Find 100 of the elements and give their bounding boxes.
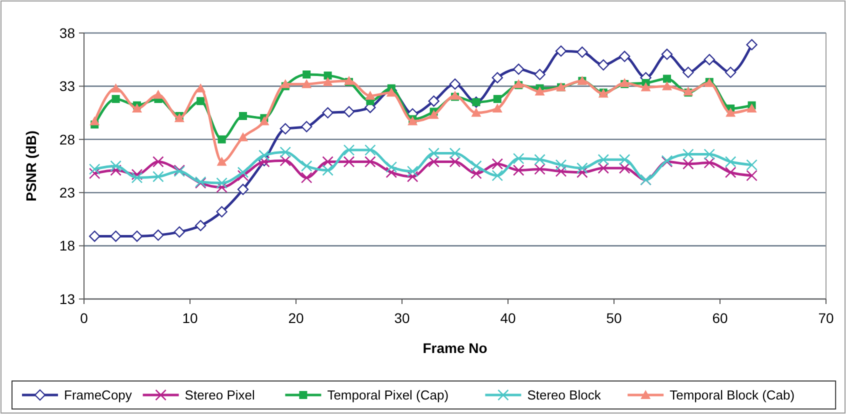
point <box>492 104 502 113</box>
point <box>428 148 440 159</box>
point <box>534 164 546 175</box>
point <box>512 164 524 176</box>
point <box>534 154 546 166</box>
point <box>131 230 143 242</box>
y-tick-label: 38 <box>59 24 76 41</box>
point <box>449 78 461 90</box>
point <box>152 156 164 168</box>
point <box>492 158 504 170</box>
point <box>746 104 757 113</box>
point <box>131 172 143 184</box>
point <box>406 166 418 177</box>
point <box>196 97 205 106</box>
point <box>555 166 567 177</box>
point <box>324 72 332 80</box>
legend-label: Stereo Block <box>527 388 602 403</box>
point <box>218 135 226 144</box>
point <box>280 155 292 166</box>
x-tick-label: 20 <box>288 310 304 326</box>
point <box>300 172 312 184</box>
point <box>364 156 376 168</box>
x-axis-title: Frame No <box>422 340 488 356</box>
point <box>174 226 185 238</box>
point <box>89 230 100 242</box>
point <box>493 94 502 103</box>
point <box>704 54 715 66</box>
point <box>746 39 758 50</box>
point <box>534 86 545 96</box>
point <box>216 206 228 218</box>
point <box>428 95 440 107</box>
point <box>280 146 292 158</box>
point <box>343 106 355 118</box>
point <box>237 184 249 196</box>
y-tick-label: 28 <box>59 131 76 148</box>
legend-label: FrameCopy <box>64 388 132 403</box>
point <box>195 220 206 232</box>
point <box>238 132 248 142</box>
point <box>301 121 312 132</box>
legend-label: Temporal Pixel (Cap) <box>327 388 449 403</box>
x-tick-label: 30 <box>394 310 410 326</box>
point <box>618 154 630 166</box>
legend-label: Stereo Pixel <box>184 388 256 403</box>
point <box>322 164 334 176</box>
x-tick-label: 50 <box>606 310 622 326</box>
point <box>343 156 355 168</box>
point <box>365 90 376 100</box>
point <box>512 152 524 164</box>
point <box>640 82 651 92</box>
point <box>704 157 716 168</box>
point <box>471 108 482 117</box>
point <box>746 159 758 171</box>
point <box>343 144 355 156</box>
point <box>322 76 333 86</box>
point <box>153 90 164 99</box>
point <box>513 64 524 75</box>
point <box>196 83 206 92</box>
legend-label: Temporal Block (Cab) <box>670 388 795 403</box>
point <box>449 148 461 159</box>
y-tick-label: 13 <box>59 290 76 307</box>
y-tick-label: 18 <box>59 238 76 254</box>
point <box>598 154 610 166</box>
point <box>682 66 694 78</box>
point <box>364 144 376 156</box>
point <box>152 170 164 182</box>
point <box>492 72 503 84</box>
point <box>280 79 290 88</box>
point <box>216 182 228 193</box>
point <box>131 168 143 180</box>
point <box>132 104 142 113</box>
point <box>386 166 398 178</box>
point <box>598 59 609 71</box>
point <box>90 116 100 126</box>
point <box>555 159 567 171</box>
point <box>618 162 630 174</box>
point <box>704 148 716 160</box>
point <box>386 88 396 97</box>
point <box>239 112 247 120</box>
point <box>428 156 440 168</box>
x-tick-label: 40 <box>500 310 516 326</box>
x-tick-label: 60 <box>712 310 728 326</box>
point <box>619 50 630 62</box>
point <box>322 107 334 118</box>
y-axis-title: PSNR (dB) <box>23 130 39 202</box>
point <box>174 113 184 122</box>
point <box>110 83 121 92</box>
point <box>598 162 610 174</box>
point <box>88 164 100 175</box>
point <box>110 160 122 172</box>
point <box>470 160 482 172</box>
point <box>237 166 249 178</box>
x-tick-label: 0 <box>80 310 88 326</box>
point <box>724 166 736 178</box>
point <box>386 161 398 173</box>
point <box>302 79 312 88</box>
point <box>216 177 228 189</box>
point <box>406 170 418 182</box>
point <box>449 156 461 168</box>
point <box>534 68 546 80</box>
point <box>663 74 671 83</box>
